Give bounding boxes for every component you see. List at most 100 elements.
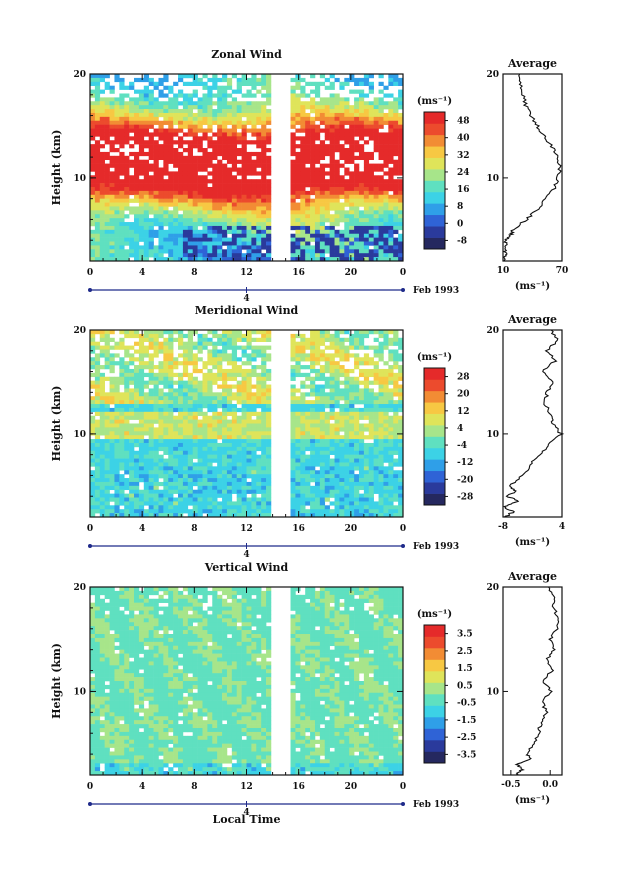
heatmap-cell xyxy=(192,396,198,401)
heatmap-cell xyxy=(187,116,193,122)
heatmap-cell xyxy=(158,407,164,413)
heatmap-cell xyxy=(153,175,159,180)
heatmap-cell xyxy=(329,190,335,196)
heatmap-cell xyxy=(368,466,374,471)
heatmap-cell xyxy=(373,439,379,444)
heatmap-cell xyxy=(358,183,365,188)
heatmap-cell xyxy=(212,349,218,354)
heatmap-cell xyxy=(148,435,154,440)
heatmap-cell xyxy=(222,214,228,219)
heatmap-cell xyxy=(393,74,399,79)
heatmap-cell xyxy=(173,229,179,235)
heatmap-cell xyxy=(261,501,267,506)
heatmap-cell xyxy=(256,222,262,227)
heatmap-cell xyxy=(134,368,140,374)
heatmap-cell xyxy=(114,501,120,506)
heatmap-cell xyxy=(290,144,296,149)
heatmap-cell xyxy=(266,493,272,498)
heatmap-cell xyxy=(349,198,355,203)
heatmap-cell xyxy=(241,513,247,518)
heatmap-cell xyxy=(182,81,189,86)
heatmap-cell xyxy=(182,353,189,358)
heatmap-cell xyxy=(231,431,238,436)
heatmap-cell xyxy=(202,167,208,172)
heatmap-cell xyxy=(114,380,120,385)
heatmap-cell xyxy=(261,368,267,374)
heatmap-cell xyxy=(319,513,326,518)
heatmap-cell xyxy=(266,249,272,254)
heatmap-cell xyxy=(124,183,130,188)
heatmap-cell xyxy=(153,229,159,235)
heatmap-cell xyxy=(94,120,101,125)
heatmap-cell xyxy=(134,497,140,502)
heatmap-cell xyxy=(266,194,272,199)
heatmap-cell xyxy=(251,206,257,211)
heatmap-cell xyxy=(241,368,247,374)
heatmap-cell xyxy=(222,77,228,83)
heatmap-cell xyxy=(319,384,326,389)
heatmap-cell xyxy=(114,167,120,172)
heatmap-cell xyxy=(94,253,101,258)
heatmap-cell xyxy=(329,392,335,397)
heatmap-cell xyxy=(398,89,404,94)
heatmap-cell xyxy=(314,341,321,346)
heatmap-cell xyxy=(251,214,257,219)
heatmap-cell xyxy=(305,225,311,231)
heatmap-cell xyxy=(231,109,238,114)
heatmap-cell xyxy=(358,101,365,106)
heatmap-cell xyxy=(231,357,238,362)
heatmap-cell xyxy=(153,450,159,455)
heatmap-cell xyxy=(319,404,326,409)
heatmap-cell xyxy=(246,237,252,242)
heatmap-cell xyxy=(354,116,360,122)
heatmap-cell xyxy=(388,253,394,258)
heatmap-cell xyxy=(349,225,355,231)
heatmap-cell xyxy=(163,474,169,479)
heatmap-cell xyxy=(178,109,184,114)
heatmap-cell xyxy=(222,431,228,436)
heatmap-cell xyxy=(383,120,389,125)
colorbar-segment xyxy=(424,214,445,227)
heatmap-cell xyxy=(358,214,365,219)
heatmap-cell xyxy=(378,404,384,409)
heatmap-cell xyxy=(305,454,311,459)
heatmap-cell xyxy=(256,439,262,444)
heatmap-cell xyxy=(173,241,179,246)
heatmap-cell xyxy=(383,186,389,192)
heatmap-cell xyxy=(368,485,374,491)
heatmap-cell xyxy=(134,396,140,401)
heatmap-cell xyxy=(153,245,159,250)
heatmap-cell xyxy=(192,89,198,94)
heatmap-cell xyxy=(305,415,311,420)
heatmap-cell xyxy=(295,85,301,90)
heatmap-cell xyxy=(182,245,189,250)
heatmap-cell xyxy=(187,431,193,436)
heatmap-cell xyxy=(217,128,223,133)
heatmap-cell xyxy=(358,368,365,374)
heatmap-cell xyxy=(187,392,193,397)
heatmap-cell xyxy=(138,151,145,157)
heatmap-cell xyxy=(388,148,394,153)
heatmap-cell xyxy=(90,257,96,262)
heatmap-cell xyxy=(148,241,154,246)
heatmap-cell xyxy=(329,481,335,487)
heatmap-cell xyxy=(119,372,125,378)
heatmap-cell xyxy=(339,407,345,413)
heatmap-cell xyxy=(143,97,149,102)
heatmap-cell xyxy=(256,144,262,149)
heatmap-cell xyxy=(251,241,257,246)
heatmap-cell xyxy=(143,470,149,475)
heatmap-cell xyxy=(104,109,110,114)
heatmap-cell xyxy=(99,345,105,350)
heatmap-cell xyxy=(94,222,101,227)
heatmap-cell xyxy=(349,376,355,381)
heatmap-cell xyxy=(114,345,120,350)
heatmap-cell xyxy=(212,458,218,463)
heatmap-cell xyxy=(373,474,379,479)
heatmap-cell xyxy=(187,330,193,335)
heatmap-cell xyxy=(212,253,218,258)
heatmap-cell xyxy=(134,175,140,180)
heatmap-cell xyxy=(256,345,262,350)
heatmap-cell xyxy=(168,214,174,219)
heatmap-cell xyxy=(378,419,384,424)
